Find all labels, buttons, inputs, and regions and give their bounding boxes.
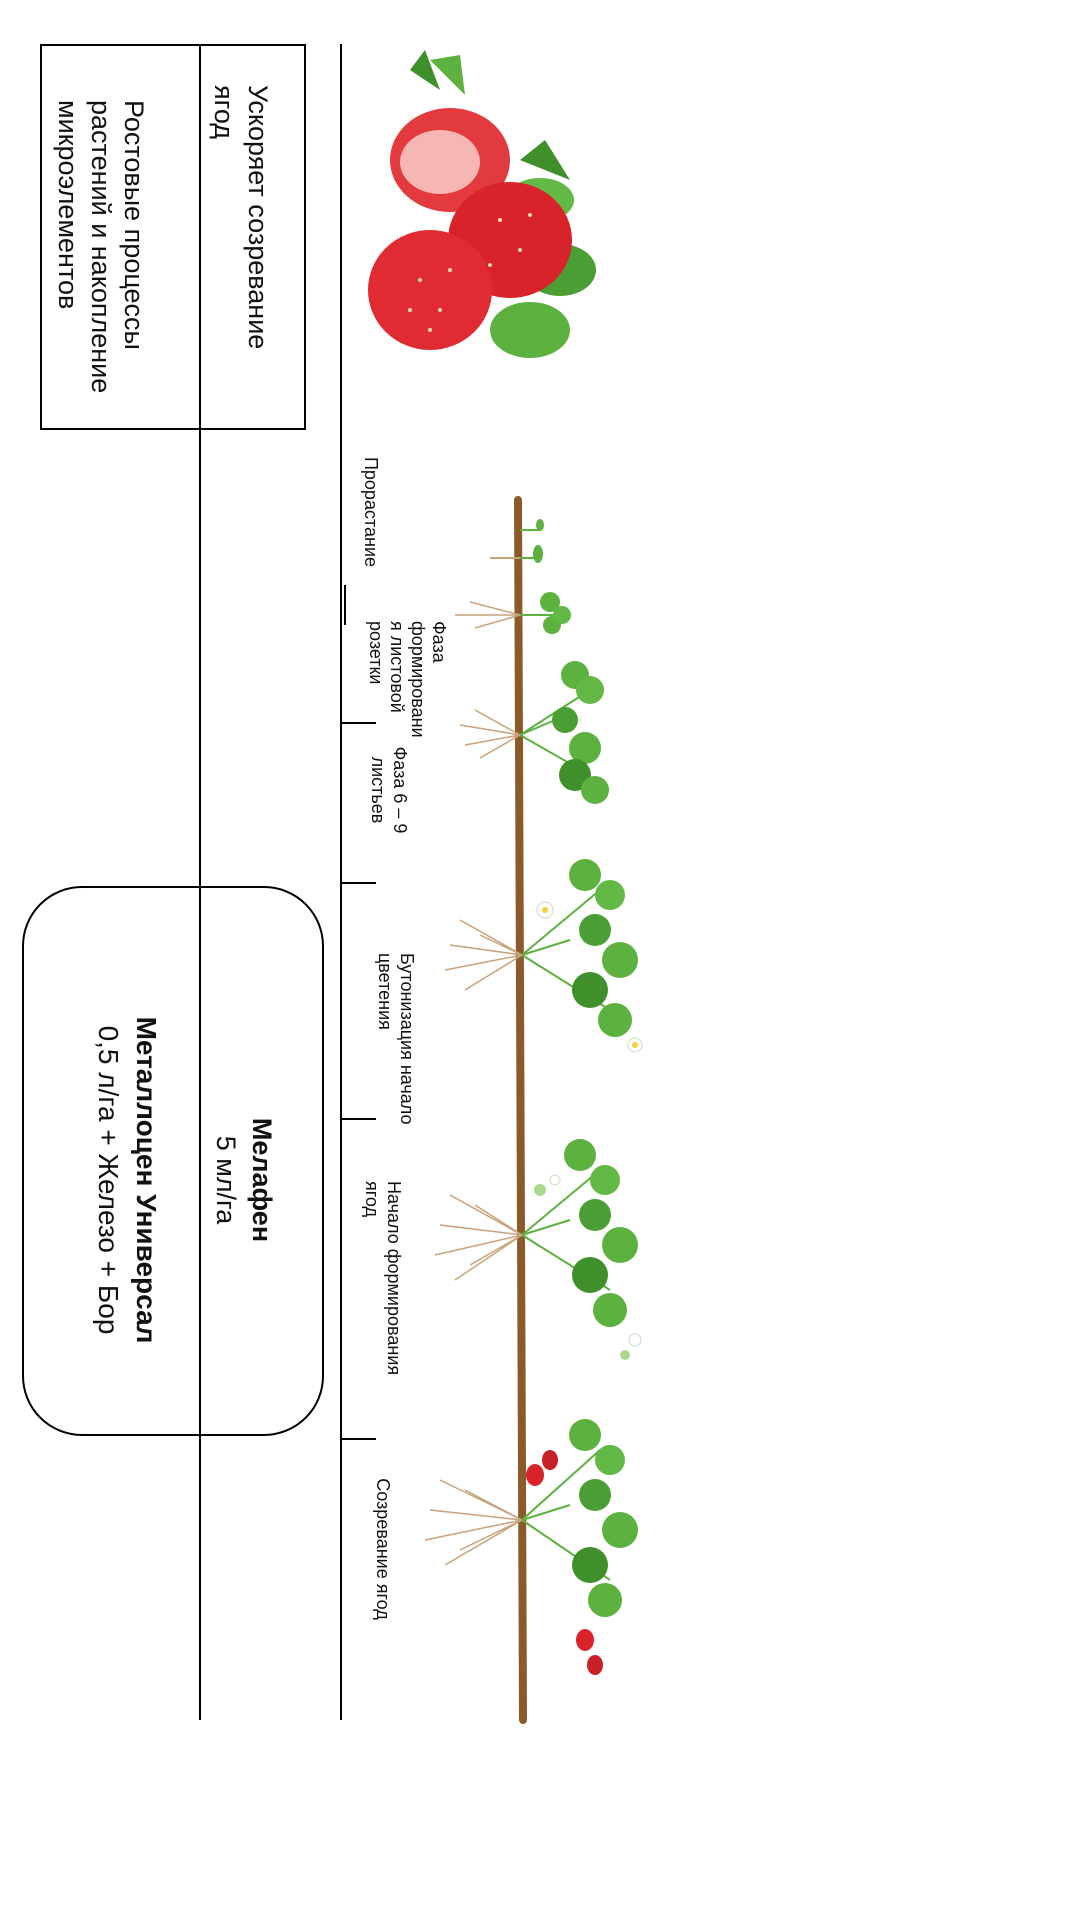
effect-growth-text: Ростовые процессы растений и накопление … [53, 100, 149, 394]
melafen-name: Мелафен [247, 1117, 277, 1243]
plant-rosette [455, 592, 571, 634]
plant-sprout [490, 519, 544, 563]
stage-tick-1 [344, 585, 346, 625]
plant-ripening [424, 1419, 638, 1675]
strawberry-whole-2 [368, 230, 492, 350]
stage-label-germination: Прорастание [361, 456, 381, 568]
effect-ripening-text: Ускоряет созревание ягод [209, 85, 273, 350]
stage-tick-2 [340, 722, 376, 724]
strawberries-image [368, 50, 596, 358]
effects-box-divider [199, 44, 201, 430]
plant-berry-formation [434, 1139, 642, 1360]
stage-tick-4 [340, 1118, 376, 1120]
effects-box [40, 44, 306, 430]
metallocen-name: Металлоцен Универсал [131, 1016, 162, 1344]
products-box-divider [199, 886, 201, 1436]
berry [526, 1464, 544, 1486]
stage-tick-3 [340, 882, 376, 884]
products-box [22, 886, 324, 1436]
plant-6-9-leaves [459, 661, 609, 804]
metallocen-dose: 0,5 л/га + Железо + Бор [93, 1025, 124, 1335]
growth-stages-illustration [424, 496, 643, 1724]
stage-tick-5 [340, 1438, 376, 1440]
metallocen-label: Металлоцен Универсал 0,5 л/га + Железо +… [75, 970, 165, 1390]
vertical-divider-middle [199, 44, 201, 1720]
melafen-label: Мелафен 5 мл/га [190, 1070, 280, 1290]
plant-budding [444, 859, 643, 1053]
soil-line [514, 496, 527, 1724]
melafen-dose: 5 мл/га [211, 1135, 241, 1225]
